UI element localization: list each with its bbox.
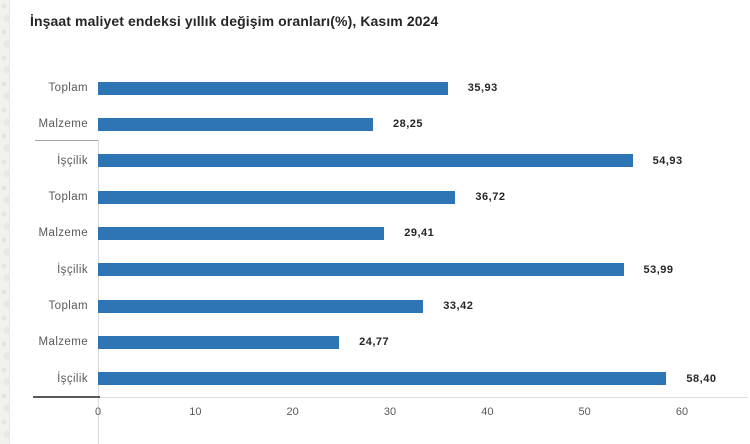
bar-row: Toplam 36,72	[0, 179, 750, 215]
bar-row: Toplam 33,42	[0, 288, 750, 324]
category-label: İşçilik	[57, 372, 88, 385]
x-axis-tick-label: 20	[286, 406, 299, 418]
value-label: 58,40	[686, 372, 717, 385]
bar-row: İşçilik 58,40	[0, 361, 750, 397]
category-label: Malzeme	[38, 336, 88, 349]
category-label: İşçilik	[57, 263, 88, 276]
value-label: 28,25	[392, 118, 423, 131]
bar	[98, 226, 385, 240]
x-axis-tick-label: 40	[481, 406, 494, 418]
category-label: Malzeme	[38, 227, 88, 240]
bar	[98, 372, 667, 386]
bar-row: Malzeme 24,77	[0, 324, 750, 360]
category-label: İşçilik	[57, 154, 88, 167]
category-label: Toplam	[48, 82, 88, 95]
bar	[98, 335, 340, 349]
bar-rows: Toplam 35,93 Malzeme 28,25 İşçilik 54,93 Topla…	[0, 70, 750, 397]
value-label: 53,99	[643, 263, 674, 276]
category-axis-tick-top	[35, 140, 98, 141]
background-pattern-strip	[0, 0, 10, 444]
x-axis-tick-label: 30	[383, 406, 397, 418]
value-label: 36,72	[475, 191, 506, 204]
bar	[98, 299, 424, 313]
bar-row: İşçilik 54,93	[0, 143, 750, 179]
bar-row: Malzeme 28,25	[0, 106, 750, 142]
bar-row: Toplam 35,93	[0, 70, 750, 106]
bar-row: Malzeme 29,41	[0, 215, 750, 251]
bar	[98, 154, 633, 168]
value-label: 24,77	[359, 336, 390, 349]
x-axis-tick-label: 60	[675, 406, 689, 418]
value-label: 35,93	[467, 82, 498, 95]
bar-chart: Toplam 35,93 Malzeme 28,25 İşçilik 54,93 Topla…	[0, 70, 750, 444]
bar	[98, 117, 373, 131]
category-label: Toplam	[48, 191, 88, 204]
category-axis-tick-bottom	[33, 396, 100, 398]
value-axis-line	[35, 397, 748, 398]
x-axis-tick-label: 50	[578, 406, 591, 418]
chart-title: İnşaat maliyet endeksi yıllık değişim or…	[30, 13, 439, 29]
bar-row: İşçilik 53,99	[0, 252, 750, 288]
x-axis-tick-label: 0	[94, 406, 102, 418]
x-axis-tick-label: 10	[189, 406, 202, 418]
bar	[98, 263, 624, 277]
value-label: 33,42	[443, 300, 474, 313]
category-axis-line	[98, 140, 99, 444]
category-label: Malzeme	[38, 118, 88, 131]
value-label: 29,41	[404, 227, 435, 240]
bar	[98, 190, 456, 204]
bar	[98, 81, 448, 95]
value-label: 54,93	[652, 154, 683, 167]
value-axis-tick-labels: 0 10 20 30 40 50 60	[0, 406, 750, 426]
category-label: Toplam	[48, 300, 88, 313]
